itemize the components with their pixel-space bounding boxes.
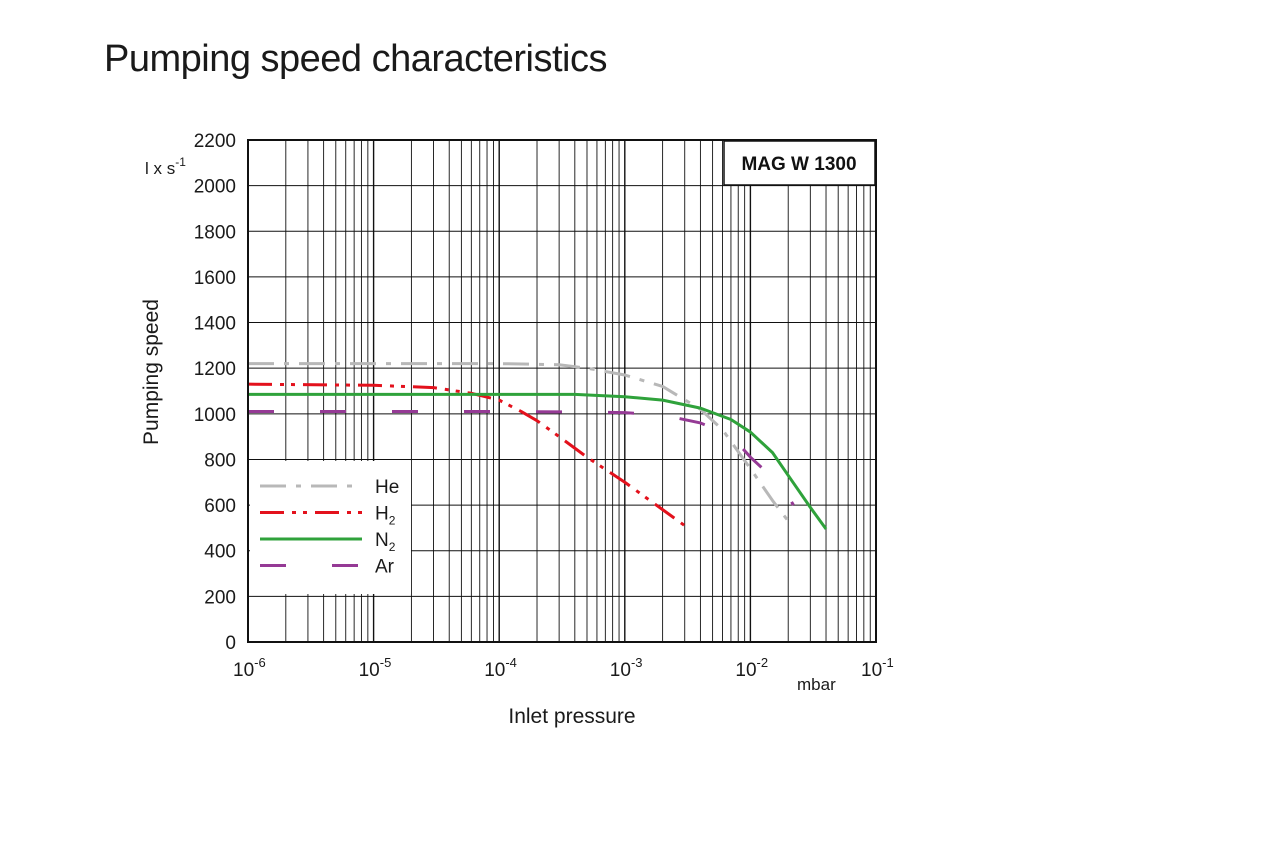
y-unit-exponent: -1 [175,155,186,169]
y-tick-label: 800 [204,450,236,471]
legend-label-base: N [375,530,389,551]
x-tick-label: 10-6 [233,655,266,681]
legend-label-he: He [375,477,399,498]
legend-label-base: Ar [375,557,395,578]
legend-label-subscript: 2 [389,540,396,554]
y-tick-label: 0 [225,633,236,654]
x-tick-exponent: -5 [380,655,392,670]
x-tick-base: 10 [610,660,631,681]
x-axis-title: Inlet pressure [508,705,635,728]
x-tick-base: 10 [233,660,254,681]
x-tick-label: 10-4 [484,655,517,681]
y-tick-label: 400 [204,542,236,563]
page-title: Pumping speed characteristics [104,38,607,80]
grid [248,140,876,642]
x-tick-base: 10 [359,660,380,681]
legend-label-base: H [375,504,389,525]
y-tick-label: 2200 [194,131,236,152]
y-tick-labels: 0 200 400 600 800 1000 1200 1400 1600 1800 2000 220… [194,131,236,654]
x-tick-exponent: -3 [631,655,643,670]
x-tick-base: 10 [484,660,505,681]
y-tick-label: 2000 [194,177,236,198]
x-tick-exponent: -1 [882,655,894,670]
series-ar-line [248,410,795,506]
series-h2-line [247,382,686,527]
y-tick-label: 1200 [194,359,236,380]
x-tick-exponent: -6 [254,655,266,670]
y-axis-title: Pumping speed [140,299,163,445]
series-he-line [248,362,790,522]
y-tick-label: 200 [204,587,236,608]
model-label: MAG W 1300 [741,154,856,175]
y-unit-label: l x s-1 [145,155,186,178]
x-tick-exponent: -2 [757,655,769,670]
legend-label-n2: N2 [375,530,396,554]
legend-background [250,461,411,594]
legend-label-subscript: 2 [389,514,396,528]
legend-label-h2: H2 [375,504,396,528]
x-unit-label: mbar [797,675,836,694]
y-tick-label: 1000 [194,405,236,426]
y-tick-label: 1800 [194,222,236,243]
y-tick-label: 1600 [194,268,236,289]
x-tick-base: 10 [861,660,882,681]
x-tick-label: 10-5 [359,655,392,681]
series-group [247,362,828,530]
plot-frame [247,139,877,643]
x-tick-label: 10-1 [861,655,894,681]
legend-label-base: He [375,477,399,498]
y-tick-label: 1400 [194,314,236,335]
legend-label-ar: Ar [375,557,395,578]
y-unit-base: l x s [145,159,175,178]
y-tick-label: 600 [204,496,236,517]
x-tick-labels: 10-6 10-5 10-4 10-3 10-2 10-1 [233,655,894,681]
x-tick-label: 10-3 [610,655,643,681]
model-label-box: MAG W 1300 [723,140,876,186]
x-tick-base: 10 [735,660,756,681]
series-n2-line [248,392,828,530]
x-tick-exponent: -4 [505,655,517,670]
x-tick-label: 10-2 [735,655,768,681]
